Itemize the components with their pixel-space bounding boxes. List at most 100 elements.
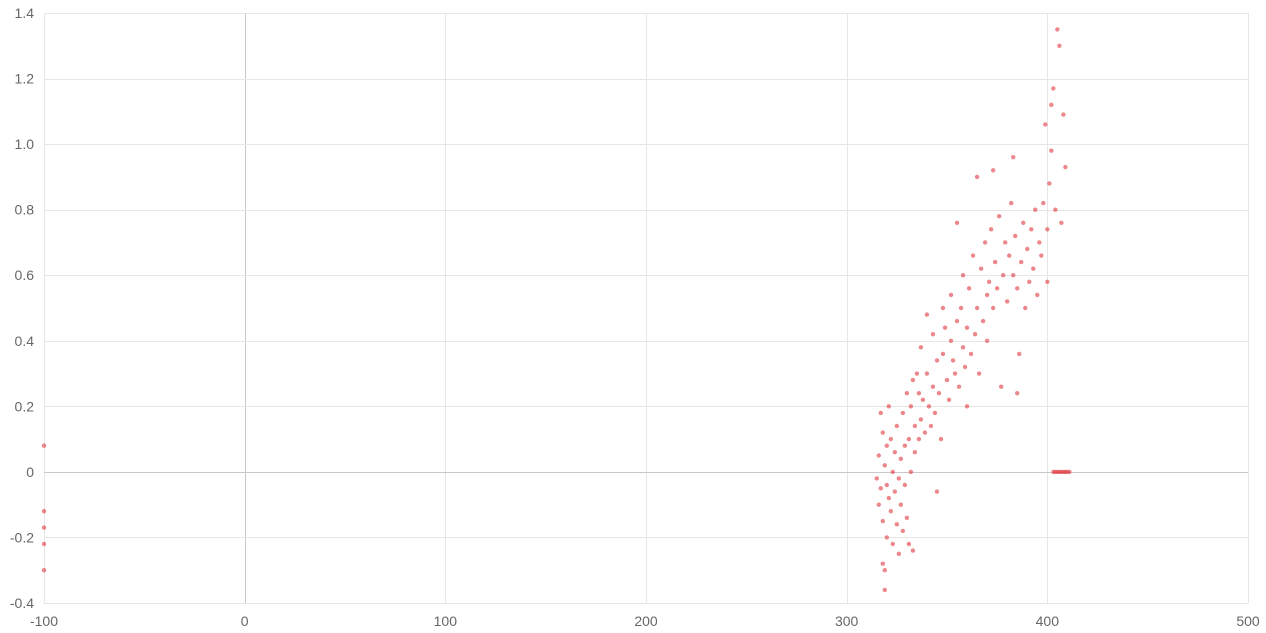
data-point xyxy=(1047,181,1052,186)
data-point xyxy=(41,525,47,530)
data-point xyxy=(1039,253,1044,258)
data-point xyxy=(1049,102,1054,107)
y-tick-label: -0.2 xyxy=(10,529,34,545)
data-point xyxy=(976,371,982,376)
data-point xyxy=(902,482,908,488)
grid-layer xyxy=(44,13,1249,604)
data-point xyxy=(880,518,885,524)
data-point xyxy=(958,305,964,311)
data-point xyxy=(940,351,946,357)
data-point xyxy=(1061,112,1066,117)
data-point xyxy=(916,391,922,396)
data-point xyxy=(984,292,990,298)
data-point xyxy=(900,528,906,534)
data-point xyxy=(908,469,914,475)
data-point xyxy=(974,305,980,311)
data-point xyxy=(884,482,889,488)
data-point xyxy=(920,397,926,402)
data-point xyxy=(1049,148,1054,153)
data-point xyxy=(888,509,894,514)
x-tick-label: 0 xyxy=(241,613,249,629)
data-point xyxy=(936,391,942,396)
data-point xyxy=(894,423,900,429)
data-point xyxy=(878,410,883,416)
x-tick-label: 200 xyxy=(634,613,658,629)
data-point xyxy=(1013,233,1018,239)
data-point xyxy=(1035,292,1040,298)
data-point xyxy=(1053,207,1058,212)
data-point xyxy=(960,273,966,278)
data-point xyxy=(896,551,902,557)
data-point xyxy=(928,423,934,429)
data-point xyxy=(998,384,1004,389)
data-point xyxy=(880,561,885,566)
data-point xyxy=(990,305,996,311)
data-point xyxy=(924,312,930,317)
data-point xyxy=(890,541,896,547)
data-point xyxy=(1002,240,1008,245)
data-point xyxy=(1009,200,1014,206)
data-point xyxy=(1017,351,1022,357)
data-point xyxy=(1023,305,1028,311)
data-point xyxy=(892,489,898,494)
data-point xyxy=(894,522,900,527)
data-point xyxy=(906,541,912,547)
y-tick-label: 0.8 xyxy=(15,202,35,218)
data-point xyxy=(950,358,956,363)
data-point xyxy=(1011,155,1016,160)
data-point xyxy=(1007,253,1012,258)
data-point xyxy=(898,502,904,507)
data-point xyxy=(1055,27,1060,32)
data-point xyxy=(1015,286,1020,291)
data-point xyxy=(970,253,976,258)
data-point xyxy=(922,430,928,435)
data-point xyxy=(880,430,885,435)
data-point xyxy=(988,227,994,232)
y-tick-label: 1.0 xyxy=(15,136,35,152)
data-point xyxy=(938,436,944,442)
data-point xyxy=(1025,246,1030,252)
data-point xyxy=(1011,273,1016,278)
data-point xyxy=(896,476,902,481)
data-point xyxy=(41,509,47,514)
data-point xyxy=(1059,220,1064,225)
x-tick-label: 400 xyxy=(1036,613,1060,629)
data-point xyxy=(1041,200,1046,206)
data-point xyxy=(1067,469,1072,475)
y-tick-label: 0.6 xyxy=(15,267,35,283)
y-tick-label: -0.4 xyxy=(10,595,34,611)
data-point xyxy=(912,423,918,429)
data-point xyxy=(1027,279,1032,284)
y-tick-label: 0 xyxy=(26,464,34,480)
data-point xyxy=(940,305,946,311)
data-point xyxy=(904,391,910,396)
x-tick-label: 500 xyxy=(1236,613,1260,629)
data-point xyxy=(884,535,889,540)
data-point xyxy=(934,358,940,363)
data-point xyxy=(1037,240,1042,245)
data-point xyxy=(946,397,952,402)
y-tick-label: 1.2 xyxy=(15,71,35,87)
data-point xyxy=(964,325,970,330)
data-point xyxy=(980,318,986,324)
data-point xyxy=(916,436,922,442)
data-point xyxy=(966,286,972,291)
x-tick-label: 100 xyxy=(434,613,458,629)
data-point xyxy=(944,377,950,383)
x-tick-label: 300 xyxy=(835,613,859,629)
data-point xyxy=(930,332,936,337)
data-point xyxy=(948,292,954,298)
axis-labels: -100 0 100 200 300 400 500 -0.4 -0.2 0 0.2 0.4 0.6 0.… xyxy=(10,5,1260,629)
data-point xyxy=(996,214,1002,219)
data-point xyxy=(1000,273,1006,278)
data-point xyxy=(878,486,883,491)
data-point xyxy=(1063,164,1068,170)
data-point xyxy=(1029,227,1034,232)
data-point xyxy=(918,417,924,422)
data-point xyxy=(932,410,938,416)
data-point xyxy=(918,345,924,350)
data-point xyxy=(968,351,974,357)
data-point xyxy=(982,240,988,245)
data-point xyxy=(1045,227,1050,232)
